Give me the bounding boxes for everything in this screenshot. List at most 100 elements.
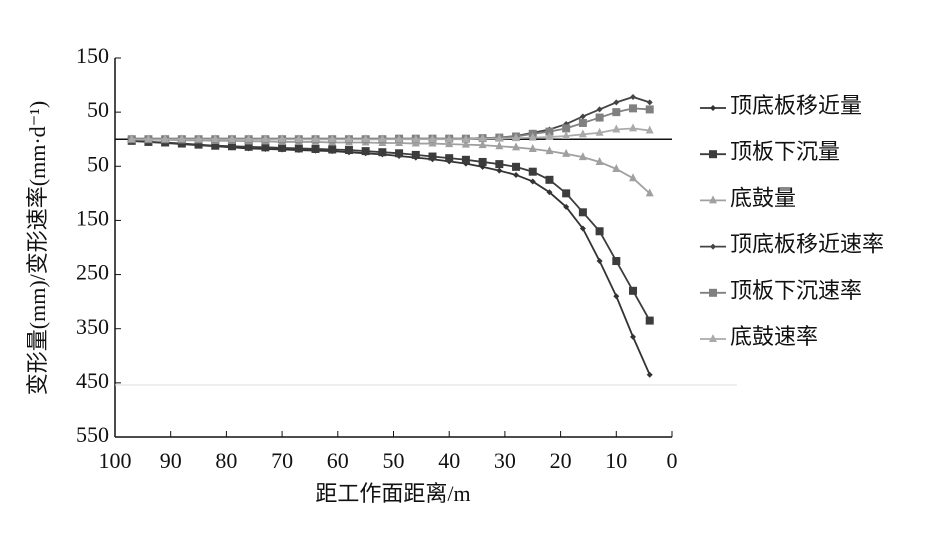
marker: [211, 134, 220, 143]
marker: [629, 123, 638, 132]
marker: [177, 134, 186, 143]
marker: [512, 133, 521, 142]
marker: [596, 258, 603, 265]
marker: [562, 189, 571, 198]
marker: [528, 132, 537, 141]
legend-label: 顶板下沉量: [730, 139, 840, 164]
marker: [378, 134, 387, 143]
marker: [630, 93, 637, 100]
marker: [709, 288, 717, 297]
marker: [161, 134, 170, 143]
marker: [411, 134, 420, 143]
legend-label: 底鼓速率: [730, 324, 818, 349]
x-tick-label: 40: [438, 448, 460, 473]
y-tick-label: 550: [76, 422, 109, 447]
series-line: [131, 139, 651, 376]
marker: [461, 134, 470, 143]
marker: [278, 143, 287, 152]
marker: [595, 127, 604, 136]
marker: [478, 157, 487, 166]
marker: [512, 162, 521, 171]
marker: [328, 145, 337, 154]
marker: [612, 108, 621, 117]
marker: [645, 105, 654, 114]
marker: [612, 163, 621, 172]
marker: [529, 178, 536, 185]
marker: [596, 106, 603, 113]
x-tick-label: 0: [667, 448, 678, 473]
marker: [344, 146, 353, 155]
marker: [645, 188, 654, 197]
marker: [244, 134, 253, 143]
marker: [612, 124, 621, 133]
marker: [395, 134, 404, 143]
marker: [445, 154, 454, 163]
marker: [545, 132, 554, 141]
marker: [709, 195, 717, 204]
marker: [378, 148, 387, 157]
x-tick-label: 50: [383, 448, 405, 473]
y-tick-label: 450: [76, 368, 109, 393]
marker: [227, 142, 236, 151]
marker: [244, 142, 253, 151]
marker: [645, 125, 654, 134]
marker: [709, 334, 717, 342]
marker: [646, 371, 653, 378]
series-line: [131, 139, 651, 322]
marker: [578, 152, 587, 161]
marker: [445, 139, 454, 148]
x-tick-label: 100: [99, 448, 132, 473]
marker: [562, 124, 571, 133]
marker: [428, 152, 437, 161]
marker: [461, 155, 470, 164]
marker: [294, 134, 303, 143]
marker: [646, 99, 653, 106]
marker: [545, 175, 554, 184]
marker: [710, 105, 716, 111]
legend-label: 顶底板移近速率: [730, 232, 884, 257]
marker: [578, 208, 587, 217]
marker: [578, 118, 587, 127]
x-axis-label: 距工作面距离/m: [315, 481, 470, 506]
marker: [528, 167, 537, 176]
marker: [630, 333, 637, 340]
marker: [194, 134, 203, 143]
marker: [629, 173, 638, 182]
marker: [478, 133, 487, 142]
x-tick-label: 90: [160, 448, 182, 473]
x-tick-label: 20: [550, 448, 572, 473]
marker: [710, 243, 716, 250]
marker: [629, 286, 638, 295]
marker: [513, 171, 520, 178]
marker: [595, 156, 604, 165]
marker: [629, 104, 638, 113]
x-tick-label: 30: [494, 448, 516, 473]
marker: [144, 134, 153, 143]
y-axis-label: 变形量(mm)/变形速率(mm·d⁻¹): [25, 101, 50, 395]
series-line: [131, 96, 650, 140]
marker: [278, 134, 287, 143]
marker: [512, 142, 521, 151]
x-tick-label: 60: [327, 448, 349, 473]
y-tick-label: 350: [76, 314, 109, 339]
marker: [562, 148, 571, 157]
marker: [127, 134, 136, 143]
marker: [579, 225, 586, 232]
marker: [411, 150, 420, 159]
y-tick-label: 50: [87, 151, 109, 176]
marker: [361, 147, 370, 156]
series-line: [131, 127, 650, 141]
marker: [645, 316, 654, 325]
marker: [578, 129, 587, 138]
marker: [496, 167, 503, 174]
marker: [478, 140, 487, 149]
marker: [495, 141, 504, 150]
marker: [495, 160, 504, 169]
legend-label: 顶底板移近量: [730, 93, 862, 118]
marker: [361, 134, 370, 143]
marker: [428, 134, 437, 143]
marker: [545, 146, 554, 155]
y-tick-label: 50: [87, 97, 109, 122]
marker: [595, 227, 604, 236]
